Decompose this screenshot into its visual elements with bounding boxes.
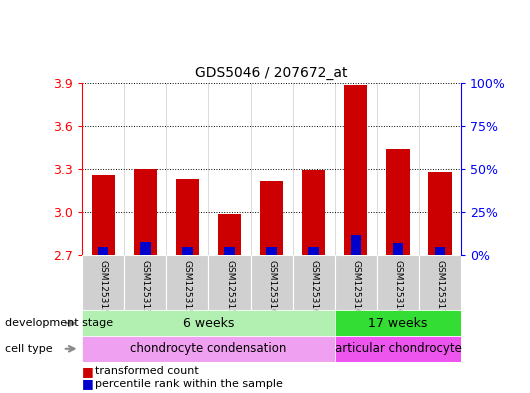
Text: articular chondrocyte: articular chondrocyte <box>334 342 462 355</box>
Text: GSM1253170: GSM1253170 <box>436 260 445 320</box>
Bar <box>92 175 115 255</box>
Bar <box>419 255 461 310</box>
Bar <box>435 247 445 255</box>
Text: GSM1253168: GSM1253168 <box>351 260 360 320</box>
Title: GDS5046 / 207672_at: GDS5046 / 207672_at <box>196 66 348 80</box>
Text: ■: ■ <box>82 377 98 390</box>
Bar <box>182 247 193 255</box>
Text: chondrocyte condensation: chondrocyte condensation <box>130 342 287 355</box>
Text: GSM1253161: GSM1253161 <box>309 260 318 320</box>
Bar <box>124 255 166 310</box>
Bar <box>377 255 419 310</box>
Bar <box>176 179 199 255</box>
Text: GSM1253169: GSM1253169 <box>393 260 402 320</box>
Bar <box>134 169 157 255</box>
Bar <box>260 180 283 255</box>
Bar <box>293 255 335 310</box>
Bar <box>350 235 361 255</box>
Text: 6 weeks: 6 weeks <box>183 317 234 330</box>
Bar <box>218 214 241 255</box>
Bar <box>224 247 235 255</box>
Text: cell type: cell type <box>5 344 53 354</box>
Bar <box>140 242 151 255</box>
Text: GSM1253160: GSM1253160 <box>267 260 276 320</box>
Bar <box>82 336 335 362</box>
Bar <box>267 247 277 255</box>
Bar <box>208 255 251 310</box>
Text: GSM1253158: GSM1253158 <box>183 260 192 320</box>
Bar <box>308 247 319 255</box>
Bar <box>166 255 208 310</box>
Text: GSM1253157: GSM1253157 <box>141 260 150 320</box>
Bar <box>82 310 335 336</box>
Bar <box>98 247 109 255</box>
Text: transformed count: transformed count <box>95 366 199 376</box>
Bar <box>386 149 410 255</box>
Bar <box>82 255 124 310</box>
Bar <box>302 171 325 255</box>
Bar <box>344 85 367 255</box>
Bar <box>335 255 377 310</box>
Bar <box>428 172 452 255</box>
Bar <box>335 336 461 362</box>
Text: GSM1253159: GSM1253159 <box>225 260 234 320</box>
Bar <box>393 243 403 255</box>
Text: development stage: development stage <box>5 318 113 328</box>
Text: ■: ■ <box>82 365 98 378</box>
Text: percentile rank within the sample: percentile rank within the sample <box>95 378 283 389</box>
Bar <box>335 310 461 336</box>
Text: 17 weeks: 17 weeks <box>368 317 428 330</box>
Bar <box>251 255 293 310</box>
Text: GSM1253156: GSM1253156 <box>99 260 108 320</box>
